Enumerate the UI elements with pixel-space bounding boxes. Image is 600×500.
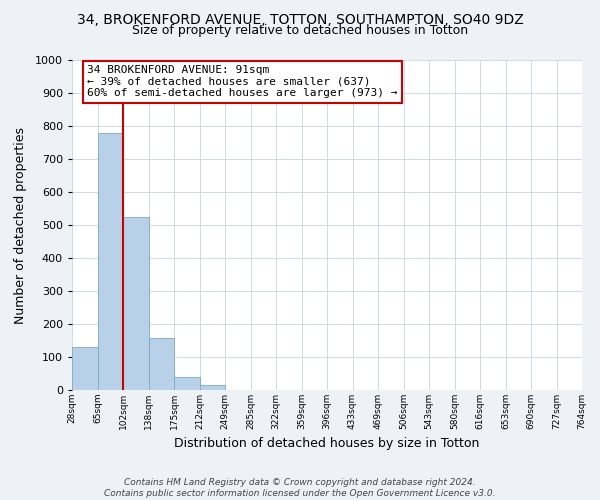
Text: Size of property relative to detached houses in Totton: Size of property relative to detached ho… <box>132 24 468 37</box>
X-axis label: Distribution of detached houses by size in Totton: Distribution of detached houses by size … <box>175 438 479 450</box>
Bar <box>174 377 199 390</box>
Text: 34 BROKENFORD AVENUE: 91sqm
← 39% of detached houses are smaller (637)
60% of se: 34 BROKENFORD AVENUE: 91sqm ← 39% of det… <box>88 65 398 98</box>
Y-axis label: Number of detached properties: Number of detached properties <box>14 126 26 324</box>
Bar <box>72 347 97 390</box>
Bar <box>123 217 149 390</box>
Bar <box>199 385 225 390</box>
Text: 34, BROKENFORD AVENUE, TOTTON, SOUTHAMPTON, SO40 9DZ: 34, BROKENFORD AVENUE, TOTTON, SOUTHAMPT… <box>77 12 523 26</box>
Text: Contains HM Land Registry data © Crown copyright and database right 2024.
Contai: Contains HM Land Registry data © Crown c… <box>104 478 496 498</box>
Bar <box>149 338 174 390</box>
Bar <box>97 132 123 390</box>
